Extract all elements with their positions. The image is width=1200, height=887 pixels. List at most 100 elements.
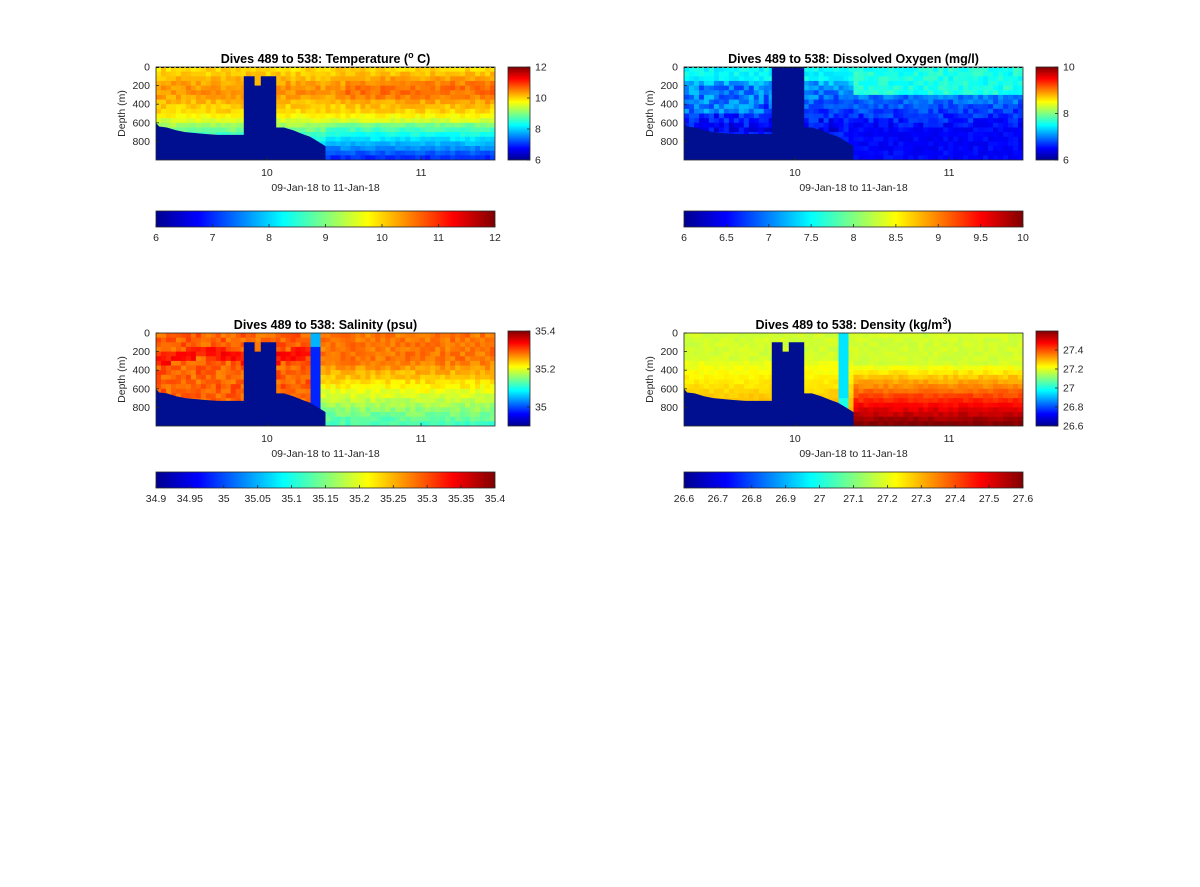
salinity-cell — [445, 346, 451, 353]
temperature-cell — [165, 99, 172, 105]
salinity-cell — [450, 388, 456, 395]
density-cell — [828, 356, 835, 362]
temperature-cell — [450, 136, 456, 142]
temperature-cell — [190, 85, 197, 91]
salinity-cell — [450, 370, 456, 376]
salinity-cell — [175, 360, 182, 367]
salinity-cell — [405, 384, 411, 390]
temperature-cell — [230, 108, 237, 115]
temperature-cell — [170, 85, 177, 91]
oxygen-cell — [888, 108, 894, 115]
temperature-cell — [280, 94, 287, 101]
oxygen-cell — [913, 80, 919, 87]
oxygen-cell — [813, 67, 820, 73]
salinity-cell — [395, 416, 401, 422]
salinity-cell — [165, 384, 172, 390]
oxygen-cell — [873, 80, 880, 87]
salinity-cell — [370, 407, 376, 413]
temperature-h-colorbar-tick-label: 8 — [266, 232, 272, 244]
salinity-cell — [340, 346, 347, 353]
salinity-cell — [330, 370, 337, 376]
oxygen-cell — [973, 104, 979, 110]
temperature-cell — [300, 122, 307, 129]
temperature-cell — [175, 108, 182, 115]
salinity-colorbar-tick-label: 35.4 — [535, 326, 556, 338]
oxygen-cell — [923, 150, 929, 156]
temperature-cell — [305, 113, 312, 119]
temperature-cell — [355, 127, 361, 133]
temperature-cell — [205, 104, 212, 110]
oxygen-cell — [958, 132, 964, 138]
oxygen-cell — [808, 76, 815, 82]
temperature-y-tick-label: 600 — [132, 117, 150, 129]
density-cell — [828, 337, 835, 343]
temperature-cell — [420, 67, 426, 73]
density-cell — [758, 333, 765, 339]
salinity-cell — [195, 337, 202, 343]
temperature-cell — [420, 146, 426, 152]
oxygen-cell — [753, 113, 760, 119]
salinity-cell — [230, 393, 237, 399]
temperature-cell — [490, 155, 495, 160]
salinity-cell — [325, 398, 332, 404]
oxygen-cell — [833, 132, 840, 138]
oxygen-h-colorbar-tick-label: 8 — [851, 232, 857, 244]
density-cell — [813, 370, 820, 376]
salinity-cell — [465, 407, 471, 413]
oxygen-cell — [838, 99, 845, 105]
oxygen-cell — [878, 71, 885, 77]
salinity-cell — [395, 337, 401, 343]
density-cell — [743, 388, 750, 395]
salinity-cell — [440, 416, 446, 422]
salinity-cell — [305, 388, 312, 395]
oxygen-cell — [833, 80, 840, 87]
temperature-cell — [225, 99, 232, 105]
oxygen-cell — [818, 113, 825, 119]
temperature-cell — [215, 127, 222, 133]
temperature-cell — [350, 85, 357, 91]
oxygen-cell — [963, 80, 969, 87]
oxygen-cell — [1018, 71, 1023, 77]
temperature-cell — [340, 155, 347, 160]
salinity-cell — [445, 337, 451, 343]
salinity-cell — [160, 379, 167, 385]
oxygen-cell — [693, 90, 700, 96]
density-cell — [843, 342, 850, 348]
temperature-cell — [375, 80, 381, 87]
salinity-cell — [315, 398, 322, 404]
oxygen-cell — [713, 127, 720, 133]
oxygen-cell — [948, 136, 954, 142]
temperature-cell — [330, 94, 337, 101]
temperature-cell — [445, 85, 451, 91]
temperature-cell — [210, 71, 217, 77]
density-cell — [718, 370, 725, 376]
temperature-cell — [165, 67, 172, 73]
salinity-cell — [470, 393, 476, 399]
oxygen-cell — [893, 150, 899, 156]
oxygen-cell — [753, 80, 760, 87]
density-cell — [868, 407, 875, 413]
density-cell — [863, 370, 870, 376]
oxygen-cell — [923, 141, 929, 147]
temperature-cell — [180, 90, 187, 96]
salinity-cell — [285, 379, 292, 385]
temperature-cell — [450, 146, 456, 152]
temperature-cell — [210, 108, 217, 115]
oxygen-cell — [943, 113, 949, 119]
temperature-cell — [360, 146, 366, 152]
density-cell — [693, 379, 700, 385]
temperature-cell — [320, 76, 327, 82]
density-cell — [863, 384, 870, 390]
oxygen-cell — [758, 108, 765, 115]
temperature-cell — [405, 150, 411, 156]
salinity-cell — [455, 337, 461, 343]
oxygen-cell — [818, 94, 825, 101]
oxygen-cell — [1003, 118, 1009, 124]
oxygen-cell — [988, 94, 994, 101]
temperature-cell — [280, 76, 287, 82]
salinity-cell — [160, 365, 167, 371]
salinity-cell — [290, 370, 297, 376]
oxygen-cell — [908, 122, 914, 129]
temperature-cell — [360, 71, 366, 77]
density-cell — [768, 370, 775, 376]
